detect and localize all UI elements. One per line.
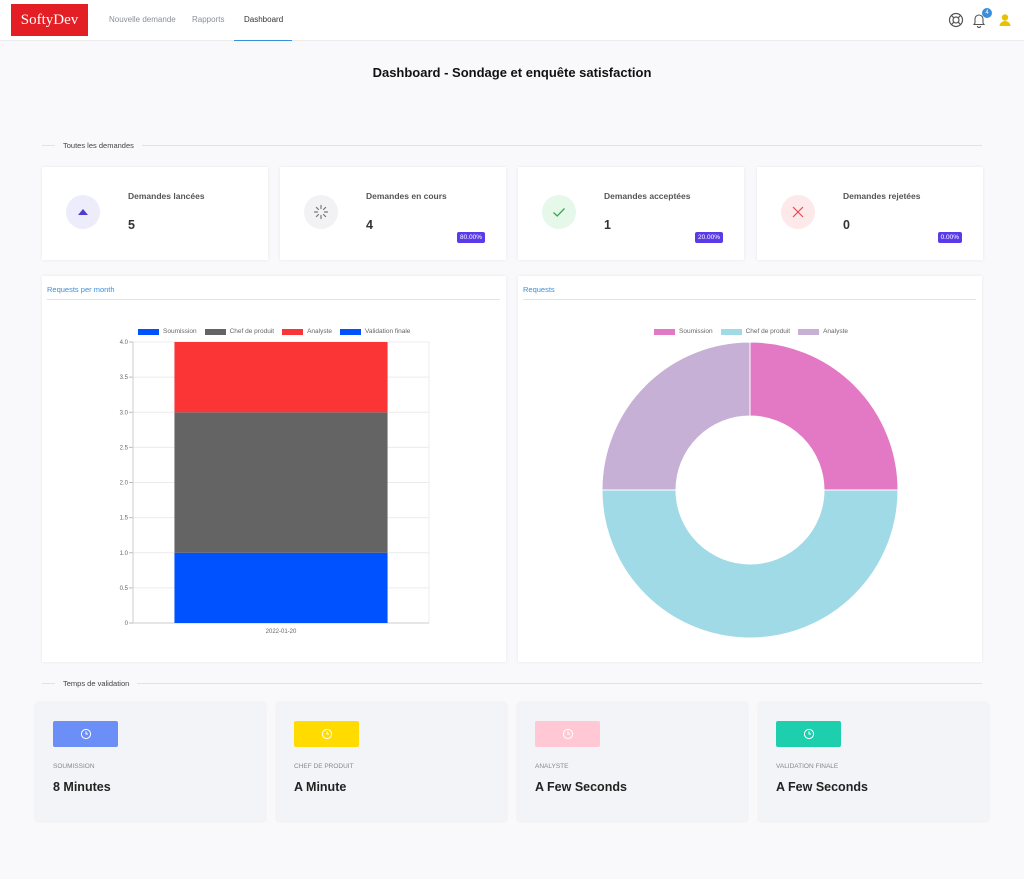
legend-label: Chef de produit xyxy=(229,328,275,335)
legend-item[interactable]: Soumission xyxy=(654,328,713,335)
stat-percent-badge: 20.00% xyxy=(694,232,723,243)
legend-label: Analyste xyxy=(823,328,848,335)
time-card-validation-finale: Validation finale A Few Seconds xyxy=(759,703,988,821)
y-tick-label: 0.5 xyxy=(120,586,129,592)
y-tick-label: 2.5 xyxy=(120,445,129,451)
nav-nouvelle-demande[interactable]: Nouvelle demande xyxy=(109,15,176,24)
legend-item[interactable]: Chef de produit xyxy=(204,328,275,335)
clock-icon xyxy=(535,721,600,747)
logo[interactable]: SoftyDev xyxy=(11,4,88,36)
clock-icon xyxy=(53,721,118,747)
time-label: Chef de produit xyxy=(294,763,354,770)
donut-slice-chef-de-produit xyxy=(601,489,899,639)
user-icon[interactable] xyxy=(997,12,1013,28)
legend-item[interactable]: Validation finale xyxy=(340,328,410,335)
legend-item[interactable]: Analyste xyxy=(282,328,332,335)
time-value: A Few Seconds xyxy=(535,780,627,794)
y-tick-label: 2.0 xyxy=(120,481,129,487)
nav-dashboard[interactable]: Dashboard xyxy=(234,0,292,41)
stat-value: 0 xyxy=(843,218,850,232)
nav-rapports[interactable]: Rapports xyxy=(192,15,225,24)
legend-label: Chef de produit xyxy=(745,328,791,335)
stat-title: Demandes lancées xyxy=(128,191,205,201)
time-card-analyste: Analyste A Few Seconds xyxy=(518,703,747,821)
section-divider xyxy=(42,145,982,146)
y-tick-label: 0 xyxy=(125,621,129,627)
page-title: Dashboard - Sondage et enquête satisfact… xyxy=(372,65,652,80)
stat-value: 1 xyxy=(604,218,611,232)
legend-item[interactable]: Analyste xyxy=(798,328,848,335)
legend-label: Soumission xyxy=(679,328,713,335)
clock-icon xyxy=(294,721,359,747)
time-label: Validation finale xyxy=(776,763,839,770)
donut-chart-legend: Soumission Chef de produit Analyste xyxy=(654,328,856,335)
stat-card-launched: Demandes lancées 5 xyxy=(42,167,268,260)
legend-label: Validation finale xyxy=(365,328,411,335)
legend-swatch xyxy=(654,328,675,335)
legend-swatch xyxy=(340,328,361,335)
time-value: 8 Minutes xyxy=(53,780,111,794)
stat-card-rejected: Demandes rejetées 0 0.00% xyxy=(757,167,983,260)
bar-segment-soumission xyxy=(174,552,388,623)
stat-percent-badge: 0.00% xyxy=(937,232,962,243)
stat-card-in-progress: Demandes en cours 4 80.00% xyxy=(280,167,506,260)
time-card-soumission: Soumission 8 Minutes xyxy=(36,703,265,821)
legend-swatch xyxy=(282,328,304,335)
legend-swatch xyxy=(204,328,226,335)
time-card-chef-de-produit: Chef de produit A Minute xyxy=(277,703,506,821)
x-tick-label: 2022-01-20 xyxy=(266,629,297,635)
bar-chart-legend: Soumission Chef de produit Analyste Vali… xyxy=(138,328,418,335)
legend-swatch xyxy=(138,328,159,335)
section-label-all-requests: Toutes les demandes xyxy=(55,141,142,150)
legend-item[interactable]: Chef de produit xyxy=(720,328,791,335)
legend-label: Analyste xyxy=(307,328,332,335)
top-navbar: SoftyDev Nouvelle demande Rapports Dashb… xyxy=(0,0,1024,41)
legend-swatch xyxy=(798,328,820,335)
stat-value: 5 xyxy=(128,218,135,232)
donut-slice-analyste xyxy=(601,341,751,491)
donut-chart xyxy=(601,341,899,639)
spinner-icon xyxy=(304,195,338,229)
stat-card-accepted: Demandes acceptées 1 20.00% xyxy=(518,167,744,260)
check-icon xyxy=(542,195,576,229)
y-tick-label: 1.5 xyxy=(120,516,129,522)
section-divider xyxy=(42,683,982,684)
legend-item[interactable]: Soumission xyxy=(138,328,197,335)
panel-requests: Requests Soumission Chef de produit Anal… xyxy=(518,276,982,662)
triangle-up-icon xyxy=(66,195,100,229)
bar-chart: 0 0.5 1.0 1.5 2.0 2.5 3.0 3.5 4.0 2022-01-20 xyxy=(120,340,430,635)
section-label-validation-time: Temps de validation xyxy=(55,679,138,688)
x-icon xyxy=(781,195,815,229)
stat-percent-badge: 80.00% xyxy=(456,232,485,243)
time-value: A Minute xyxy=(294,780,347,794)
time-label: Analyste xyxy=(535,763,569,770)
time-label: Soumission xyxy=(53,763,95,770)
y-tick-label: 3.5 xyxy=(120,375,129,381)
y-tick-label: 1.0 xyxy=(120,551,129,557)
stat-title: Demandes rejetées xyxy=(843,191,921,201)
panel-requests-per-month: Requests per month Soumission Chef de pr… xyxy=(42,276,506,662)
tab-divider xyxy=(47,299,500,300)
stat-title: Demandes acceptées xyxy=(604,191,691,201)
stat-value: 4 xyxy=(366,218,373,232)
bar-segment-chef-de-produit xyxy=(174,412,388,553)
y-tick-label: 4.0 xyxy=(120,340,129,346)
support-icon[interactable] xyxy=(948,12,964,28)
clock-icon xyxy=(776,721,841,747)
tab-divider xyxy=(523,299,976,300)
stat-title: Demandes en cours xyxy=(366,191,447,201)
bell-icon[interactable] xyxy=(971,12,987,28)
y-tick-label: 3.0 xyxy=(120,410,129,416)
bar-segment-analyste xyxy=(174,342,388,413)
legend-swatch xyxy=(720,328,742,335)
donut-slice-soumission xyxy=(749,341,899,491)
time-value: A Few Seconds xyxy=(776,780,868,794)
notification-badge: 4 xyxy=(982,8,992,18)
legend-label: Soumission xyxy=(163,328,197,335)
